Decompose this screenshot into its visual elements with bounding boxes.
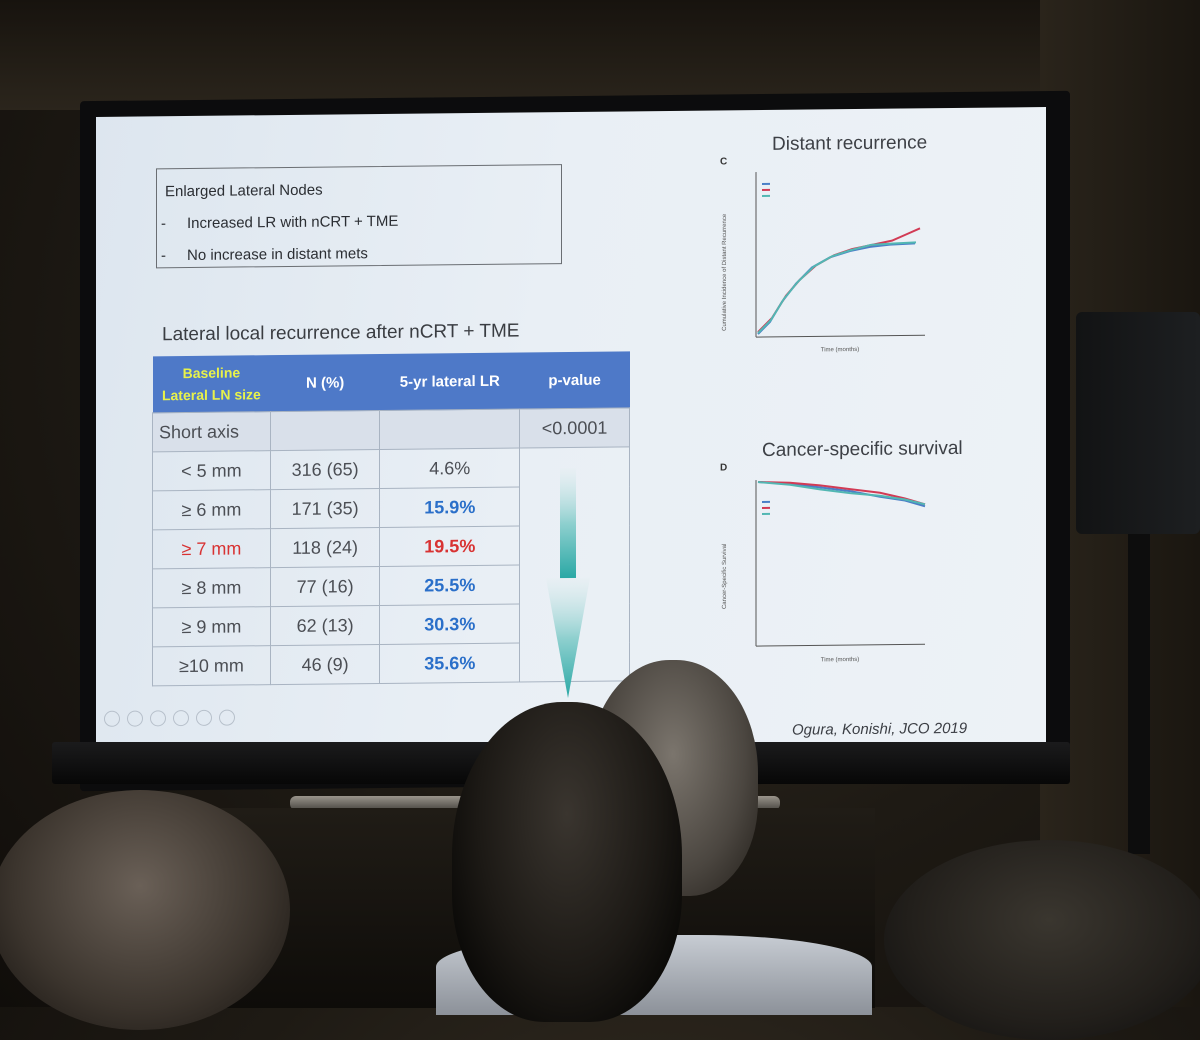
n-cell: 46 (9) — [270, 645, 380, 685]
summary-bullet: -Increased LR with nCRT + TME — [161, 213, 398, 232]
pen-icon[interactable] — [150, 710, 166, 726]
x-axis — [756, 644, 925, 646]
lr-cell: 25.5% — [380, 565, 520, 605]
series-line-blue — [758, 243, 915, 334]
size-cell: ≥ 7 mm — [153, 529, 271, 569]
n-cell: 77 (16) — [270, 567, 380, 607]
n-cell: 118 (24) — [270, 528, 380, 568]
speaker — [1076, 312, 1200, 534]
lr-cell: 4.6% — [380, 448, 520, 488]
lr-cell: 35.6% — [380, 643, 520, 683]
size-cell: < 5 mm — [153, 451, 271, 491]
citation: Ogura, Konishi, JCO 2019 — [792, 720, 967, 739]
more-options-icon[interactable] — [219, 710, 235, 726]
lr-cell: 19.5% — [380, 526, 520, 566]
speaker-stand — [1128, 534, 1150, 854]
size-cell: ≥10 mm — [153, 646, 271, 686]
series-line-teal — [758, 480, 925, 506]
short-axis-label: Short axis — [153, 412, 271, 452]
summary-box: Enlarged Lateral Nodes -Increased LR wit… — [156, 164, 562, 268]
x-axis-label: Time (months) — [821, 657, 859, 663]
table-title: Lateral local recurrence after nCRT + TM… — [162, 321, 519, 347]
summary-bullet: -No increase in distant mets — [161, 245, 368, 264]
n-cell: 171 (35) — [270, 489, 380, 529]
zoom-icon[interactable] — [196, 710, 212, 726]
p-value: <0.0001 — [520, 408, 630, 448]
chart-title-distant: Distant recurrence — [772, 132, 927, 156]
x-axis-label: Time (months) — [821, 347, 859, 353]
y-axis-label: Cumulative Incidence of Distant Recurren… — [722, 213, 728, 331]
size-cell: ≥ 6 mm — [153, 490, 271, 530]
table-header-row: Baseline Lateral LN size N (%) 5-yr late… — [153, 351, 630, 412]
n-cell: 62 (13) — [270, 606, 380, 646]
previous-slide-icon[interactable] — [104, 711, 120, 727]
lr-cell: 15.9% — [380, 487, 520, 527]
col-header-baseline: Baseline Lateral LN size — [153, 355, 271, 413]
x-axis — [756, 335, 925, 337]
slides-grid-icon[interactable] — [173, 710, 189, 726]
size-cell: ≥ 8 mm — [153, 568, 271, 608]
distant-recurrence-chart: Cumulative Incidence of Distant Recurren… — [720, 160, 940, 362]
n-cell: 316 (65) — [270, 450, 380, 490]
cancer-specific-survival-chart: Cancer-Specific Survival Time (months) — [720, 464, 940, 676]
audience-head — [884, 840, 1200, 1040]
projector-screen: Enlarged Lateral Nodes -Increased LR wit… — [96, 107, 1046, 757]
down-arrow-icon — [546, 468, 590, 698]
next-slide-icon[interactable] — [127, 710, 143, 726]
col-header-p: p-value — [520, 351, 630, 409]
slideshow-controls[interactable] — [104, 709, 242, 731]
chart-title-css: Cancer-specific survival — [762, 438, 963, 462]
summary-heading: Enlarged Lateral Nodes — [165, 182, 323, 201]
audience-head — [452, 702, 682, 1022]
col-header-n: N (%) — [270, 354, 380, 412]
audience-head — [0, 790, 290, 1030]
size-cell: ≥ 9 mm — [153, 607, 271, 647]
lr-cell: 30.3% — [380, 604, 520, 644]
col-header-lr: 5-yr lateral LR — [380, 353, 520, 411]
y-axis-label: Cancer-Specific Survival — [722, 544, 728, 609]
table-row-short-axis: Short axis <0.0001 — [153, 408, 630, 452]
